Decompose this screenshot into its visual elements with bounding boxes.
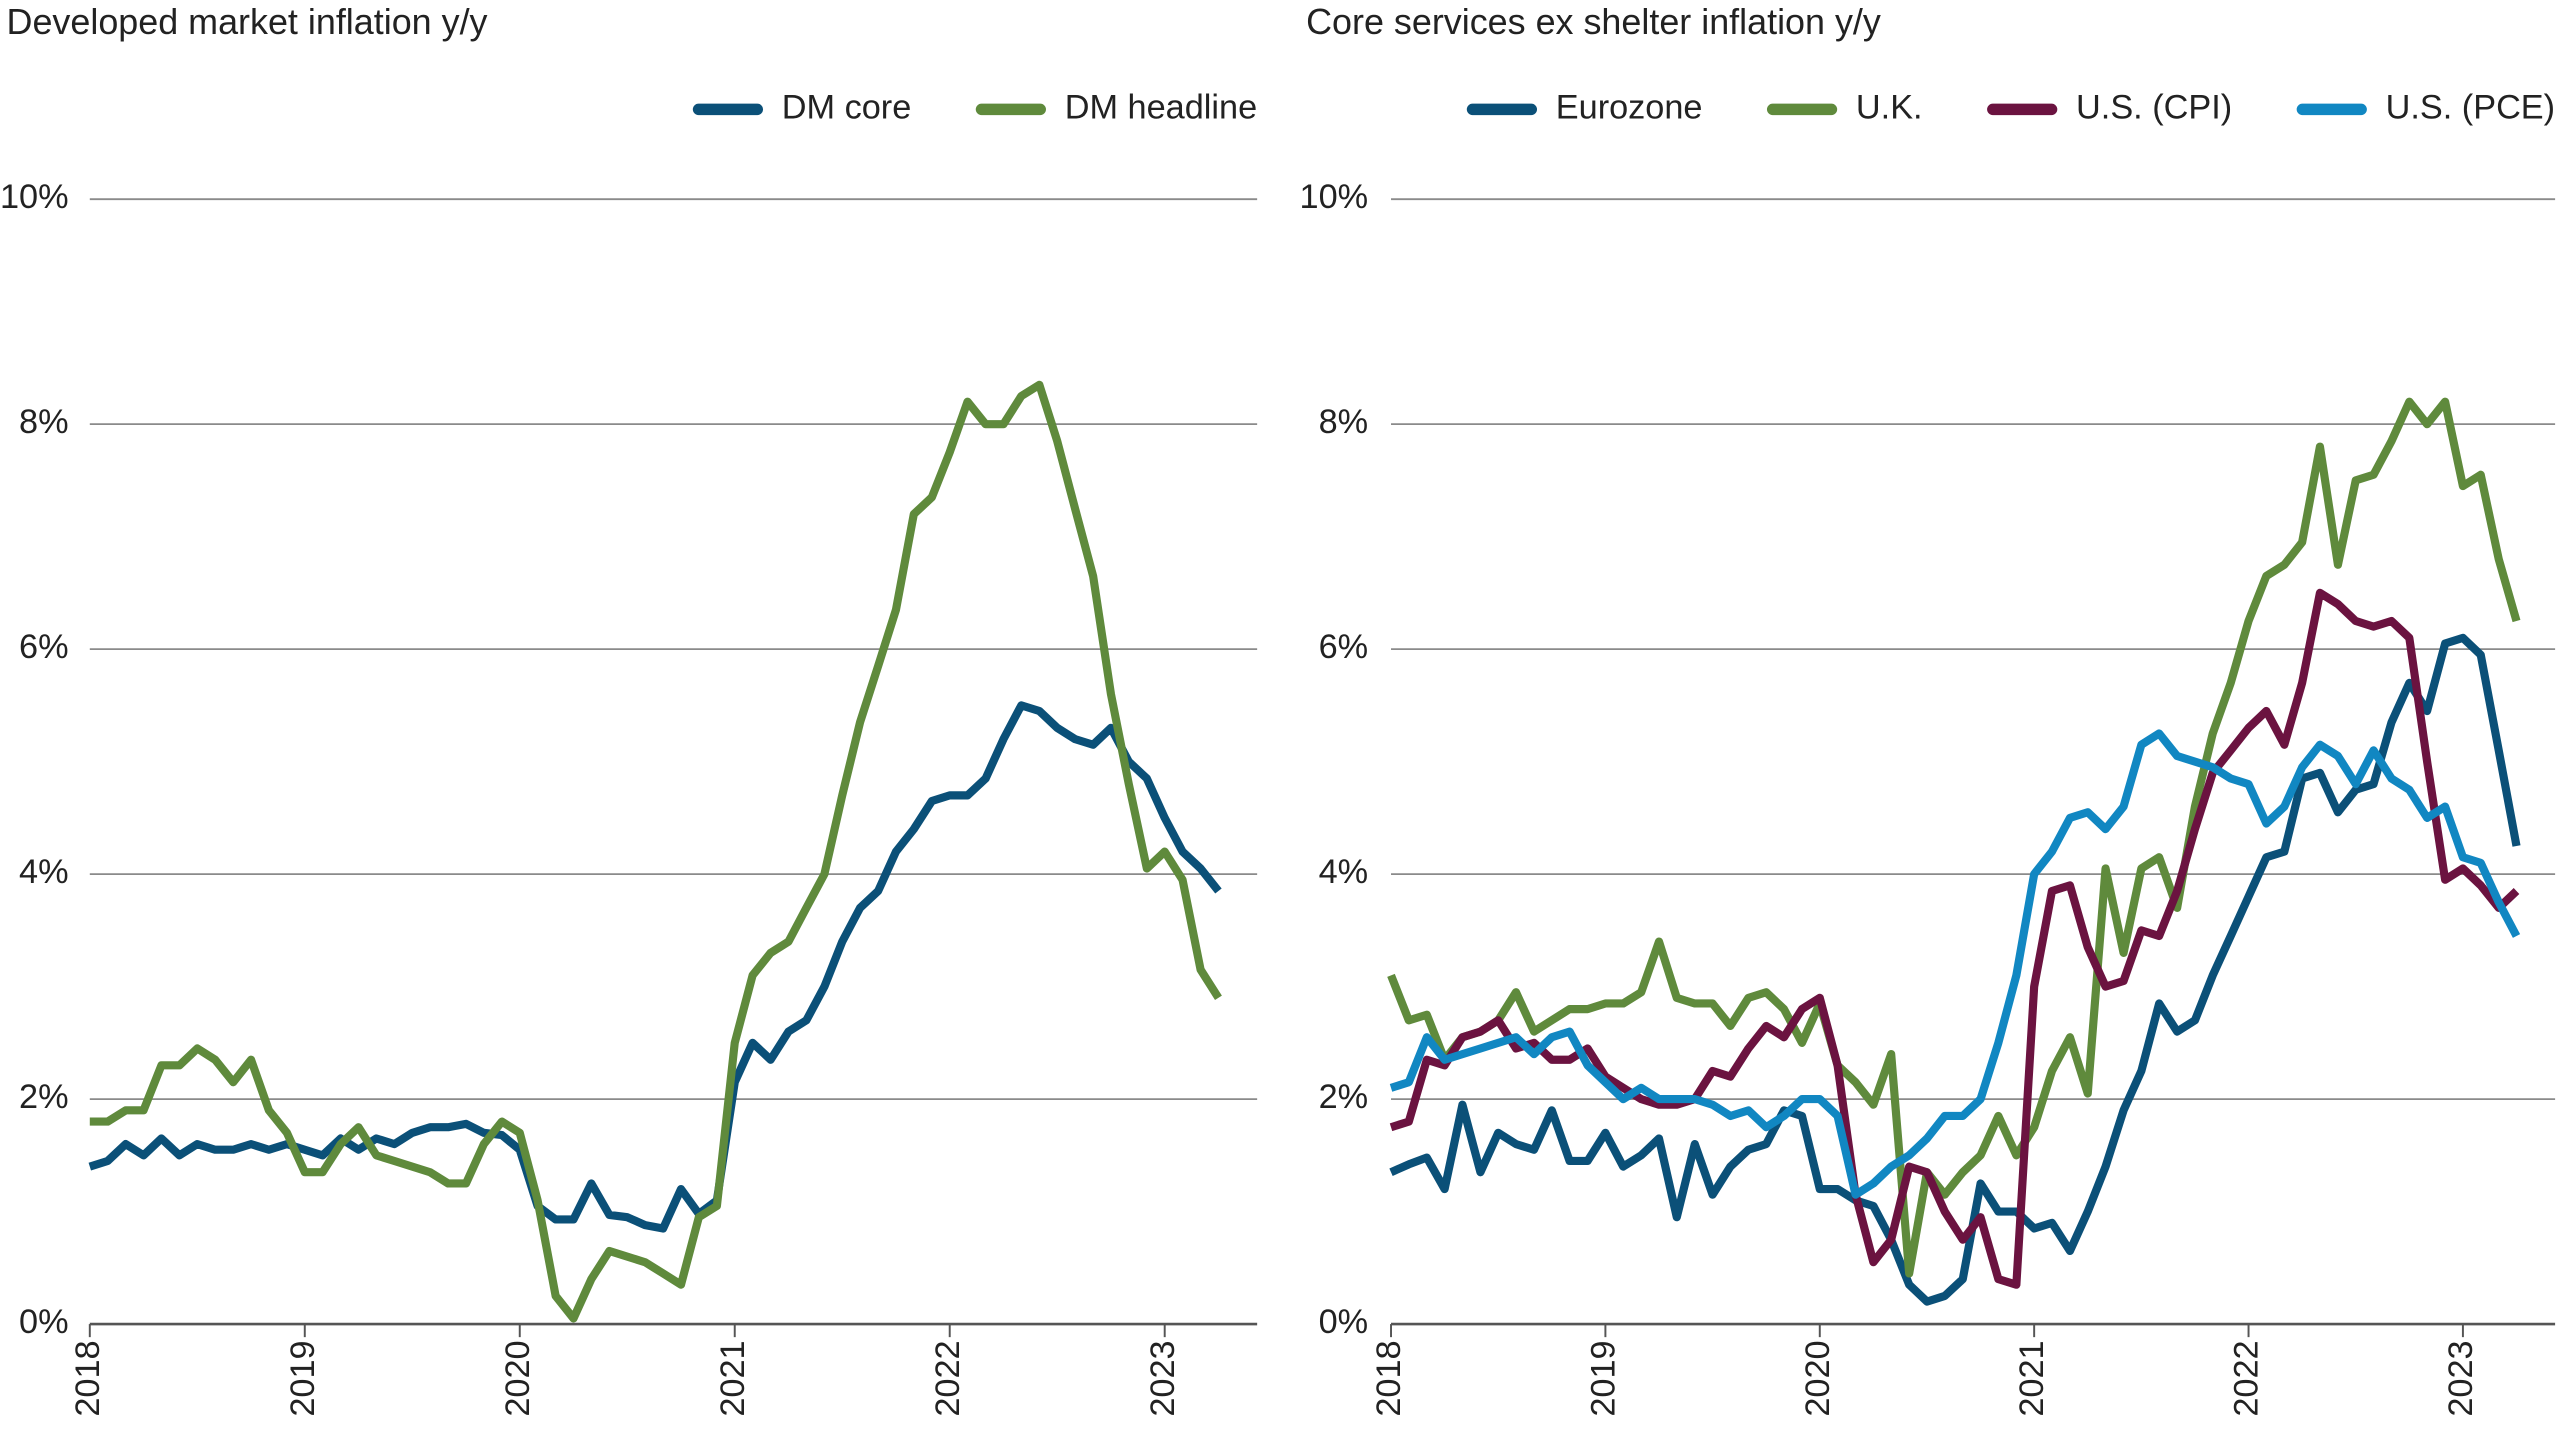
chart-title: Core services ex shelter inflation y/y bbox=[1306, 1, 1881, 42]
legend-label: U.S. (PCE) bbox=[2386, 88, 2555, 126]
x-tick-label: 2020 bbox=[499, 1340, 537, 1416]
legend-label: Eurozone bbox=[1556, 88, 1703, 126]
y-tick-label: 6% bbox=[19, 628, 69, 666]
legend-label: DM headline bbox=[1065, 88, 1257, 126]
y-tick-label: 8% bbox=[19, 403, 69, 441]
legend-label: DM core bbox=[782, 88, 911, 126]
x-tick-label: 2019 bbox=[1584, 1340, 1622, 1416]
y-tick-label: 0% bbox=[1319, 1303, 1369, 1341]
series-line bbox=[1389, 729, 2521, 1199]
y-tick-label: 8% bbox=[1319, 403, 1369, 441]
series-line bbox=[1389, 633, 2521, 1306]
x-tick-label: 2021 bbox=[714, 1340, 752, 1416]
legend: Eurozone U.K. U.S. (CPI) U.S. (PCE) bbox=[1466, 88, 2555, 126]
legend-label: U.S. (CPI) bbox=[2076, 88, 2232, 126]
y-tick-label: 0% bbox=[19, 1303, 69, 1341]
x-tick-label: 2019 bbox=[284, 1340, 322, 1416]
y-tick-label: 2% bbox=[1319, 1078, 1369, 1116]
y-tick-label: 10% bbox=[1300, 178, 1369, 216]
y-tick-label: 10% bbox=[0, 178, 69, 216]
x-tick-label: 2021 bbox=[2013, 1340, 2051, 1416]
series-line bbox=[88, 701, 1222, 1233]
chart-title: Developed market inflation y/y bbox=[7, 1, 488, 42]
series-line bbox=[1387, 397, 2521, 1278]
legend: DM core DM headline bbox=[692, 88, 1257, 126]
y-tick-label: 4% bbox=[19, 853, 69, 891]
y-tick-label: 6% bbox=[1319, 628, 1369, 666]
x-tick-label: 2020 bbox=[1799, 1340, 1837, 1416]
chart-panel: Developed market inflation y/y 0% 2% 4% 6% 8%… bbox=[0, 1, 1258, 1417]
series-line bbox=[89, 380, 1222, 1323]
x-tick-label: 2023 bbox=[1144, 1340, 1182, 1416]
x-tick-label: 2023 bbox=[2442, 1340, 2480, 1416]
x-tick-label: 2018 bbox=[69, 1340, 107, 1416]
y-tick-label: 2% bbox=[19, 1078, 69, 1116]
chart-panel: Core services ex shelter inflation y/y 0%… bbox=[1300, 1, 2556, 1417]
y-tick-label: 4% bbox=[1319, 853, 1369, 891]
x-tick-label: 2018 bbox=[1370, 1340, 1408, 1416]
x-tick-label: 2022 bbox=[929, 1340, 967, 1416]
x-tick-label: 2022 bbox=[2228, 1340, 2266, 1416]
legend-label: U.K. bbox=[1856, 88, 1923, 126]
